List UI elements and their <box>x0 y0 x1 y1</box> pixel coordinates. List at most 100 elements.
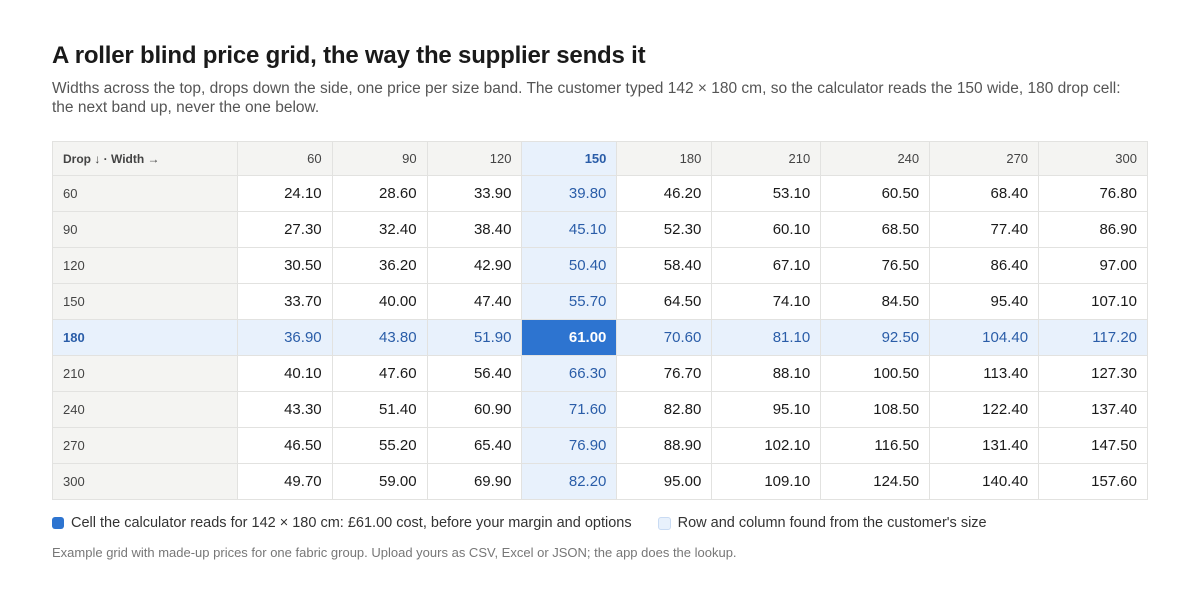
price-cell: 113.40 <box>929 355 1040 392</box>
price-cell: 95.10 <box>711 391 822 428</box>
price-cell: 68.40 <box>929 175 1040 212</box>
price-cell: 76.70 <box>616 355 713 392</box>
price-cell: 36.90 <box>236 319 333 356</box>
price-cell: 55.20 <box>331 427 428 464</box>
price-cell: 76.80 <box>1038 175 1148 212</box>
column-header: 60 <box>236 141 333 176</box>
price-cell: 95.00 <box>616 463 713 500</box>
price-cell: 60.10 <box>711 211 822 248</box>
price-cell: 108.50 <box>820 391 931 428</box>
price-cell: 66.30 <box>521 355 618 392</box>
table-body: 60 24.10 28.60 33.90 39.80 46.20 53.10 60.50 68.… <box>52 175 1148 500</box>
row-header: 150 <box>52 283 238 320</box>
table-row: 210 40.10 47.60 56.40 66.30 76.70 88.10 100.50 1… <box>52 355 1148 392</box>
table-row: 270 46.50 55.20 65.40 76.90 88.90 102.10 116.50… <box>52 427 1148 464</box>
price-cell: 47.60 <box>331 355 428 392</box>
row-header: 210 <box>52 355 238 392</box>
price-cell: 117.20 <box>1038 319 1148 356</box>
price-cell: 45.10 <box>521 211 618 248</box>
price-cell: 61.00 <box>521 319 618 356</box>
price-cell: 81.10 <box>711 319 822 356</box>
price-cell: 131.40 <box>929 427 1040 464</box>
price-cell: 60.90 <box>426 391 523 428</box>
price-cell: 43.30 <box>236 391 333 428</box>
price-cell: 42.90 <box>426 247 523 284</box>
column-header: 150 <box>521 141 618 176</box>
price-cell: 82.20 <box>521 463 618 500</box>
table-row: 60 24.10 28.60 33.90 39.80 46.20 53.10 60.50 68.… <box>52 175 1148 212</box>
price-cell: 32.40 <box>331 211 428 248</box>
price-cell: 53.10 <box>711 175 822 212</box>
subtitle: Widths across the top, drops down the si… <box>52 80 1121 116</box>
price-cell: 122.40 <box>929 391 1040 428</box>
price-cell: 64.50 <box>616 283 713 320</box>
price-cell: 58.40 <box>616 247 713 284</box>
price-cell: 65.40 <box>426 427 523 464</box>
price-cell: 127.30 <box>1038 355 1148 392</box>
column-header: 240 <box>820 141 931 176</box>
price-cell: 24.10 <box>236 175 333 212</box>
price-cell: 46.50 <box>236 427 333 464</box>
legend-label: Cell the calculator reads for 142 × 180 … <box>71 515 632 531</box>
price-cell: 33.70 <box>236 283 333 320</box>
price-cell: 30.50 <box>236 247 333 284</box>
price-cell: 140.40 <box>929 463 1040 500</box>
price-cell: 124.50 <box>820 463 931 500</box>
price-cell: 51.40 <box>331 391 428 428</box>
price-cell: 59.00 <box>331 463 428 500</box>
price-cell: 39.80 <box>521 175 618 212</box>
price-cell: 71.60 <box>521 391 618 428</box>
price-cell: 84.50 <box>820 283 931 320</box>
price-cell: 56.40 <box>426 355 523 392</box>
price-cell: 82.80 <box>616 391 713 428</box>
table-row: 150 33.70 40.00 47.40 55.70 64.50 74.10 84.50 95… <box>52 283 1148 320</box>
table-row: 120 30.50 36.20 42.90 50.40 58.40 67.10 76.50 86… <box>52 247 1148 284</box>
row-header: 180 <box>52 319 238 356</box>
column-header: 270 <box>929 141 1040 176</box>
price-grid: Drop ↓ · Width → 60 90 120 150 180 210 240 270 3… <box>52 141 1148 500</box>
table-row: 90 27.30 32.40 38.40 45.10 52.30 60.10 68.50 77.… <box>52 211 1148 248</box>
price-cell: 68.50 <box>820 211 931 248</box>
price-cell: 95.40 <box>929 283 1040 320</box>
price-cell: 107.10 <box>1038 283 1148 320</box>
price-cell: 67.10 <box>711 247 822 284</box>
table-row: 180 36.90 43.80 51.90 61.00 70.60 81.10 92.50 10… <box>52 319 1148 356</box>
price-cell: 47.40 <box>426 283 523 320</box>
title: A roller blind price grid, the way the s… <box>52 42 646 69</box>
price-cell: 49.70 <box>236 463 333 500</box>
price-cell: 116.50 <box>820 427 931 464</box>
legend-item: Row and column found from the customer's… <box>657 515 987 531</box>
row-header: 300 <box>52 463 238 500</box>
column-header: 90 <box>331 141 428 176</box>
legend: Cell the calculator reads for 142 × 180 … <box>52 515 987 531</box>
legend-label: Row and column found from the customer's… <box>677 515 987 531</box>
price-cell: 97.00 <box>1038 247 1148 284</box>
table-row: 240 43.30 51.40 60.90 71.60 82.80 95.10 108.50 1… <box>52 391 1148 428</box>
table-head: Drop ↓ · Width → 60 90 120 150 180 210 240 270 3… <box>52 141 1148 176</box>
legend-swatch <box>52 517 64 529</box>
price-cell: 92.50 <box>820 319 931 356</box>
price-cell: 86.40 <box>929 247 1040 284</box>
row-header: 270 <box>52 427 238 464</box>
price-cell: 43.80 <box>331 319 428 356</box>
price-cell: 51.90 <box>426 319 523 356</box>
table-row: 300 49.70 59.00 69.90 82.20 95.00 109.10 124.50… <box>52 463 1148 500</box>
price-cell: 52.30 <box>616 211 713 248</box>
price-cell: 109.10 <box>711 463 822 500</box>
header-row: Drop ↓ · Width → 60 90 120 150 180 210 240 270 3… <box>52 141 1148 176</box>
row-header: 120 <box>52 247 238 284</box>
price-cell: 76.90 <box>521 427 618 464</box>
price-cell: 76.50 <box>820 247 931 284</box>
price-cell: 100.50 <box>820 355 931 392</box>
price-cell: 28.60 <box>331 175 428 212</box>
corner-label: Drop ↓ · Width → <box>52 141 238 176</box>
legend-item: Cell the calculator reads for 142 × 180 … <box>52 515 632 531</box>
price-cell: 88.90 <box>616 427 713 464</box>
row-header: 60 <box>52 175 238 212</box>
column-header: 210 <box>711 141 822 176</box>
price-cell: 33.90 <box>426 175 523 212</box>
price-cell: 27.30 <box>236 211 333 248</box>
price-cell: 40.00 <box>331 283 428 320</box>
price-cell: 50.40 <box>521 247 618 284</box>
